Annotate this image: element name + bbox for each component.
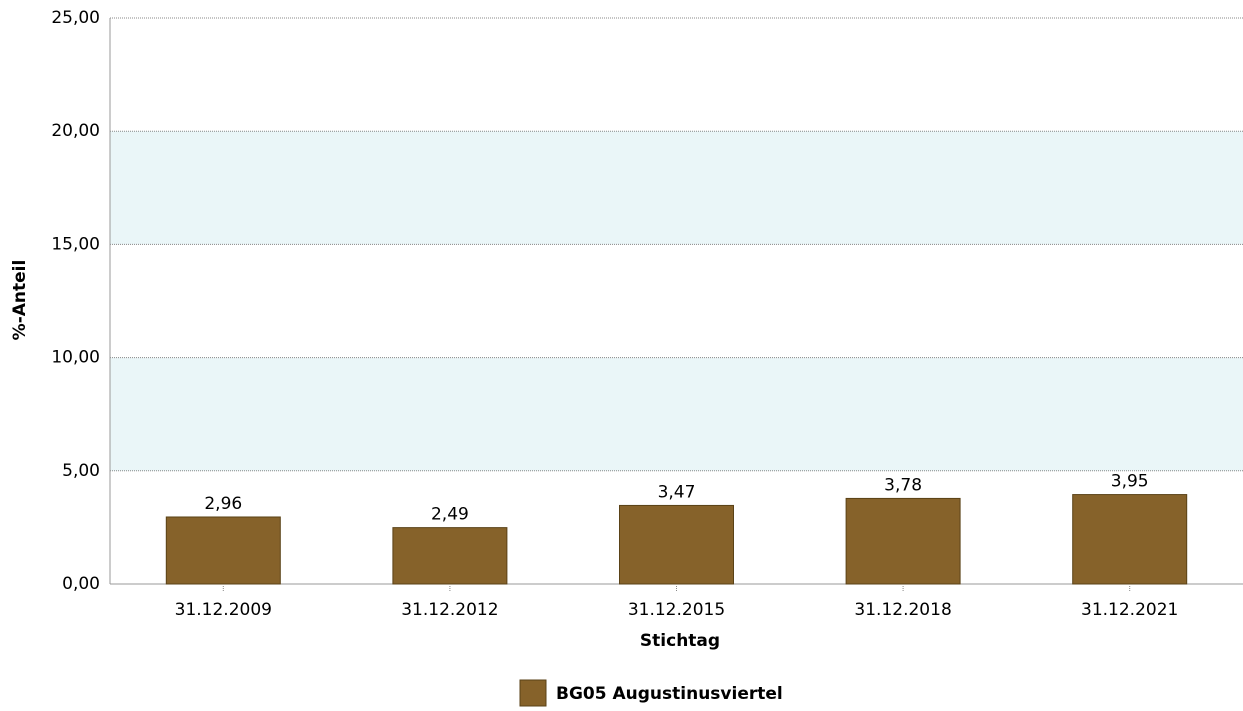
bar <box>845 497 961 585</box>
bar <box>1072 494 1188 585</box>
plot-band <box>110 357 1243 471</box>
y-tick-label: 20,00 <box>51 121 100 141</box>
y-tick-label: 10,00 <box>51 348 100 368</box>
y-tick-label: 5,00 <box>62 461 100 481</box>
x-tick-label: 31.12.2018 <box>854 600 951 620</box>
y-axis-title: %-Anteil <box>10 260 30 341</box>
y-tick-label: 0,00 <box>62 574 100 594</box>
bar <box>165 516 281 585</box>
bar <box>619 504 734 585</box>
x-tick-label: 31.12.2009 <box>175 600 272 620</box>
value-label: 3,47 <box>658 482 696 502</box>
legend-swatch <box>519 679 547 707</box>
legend-label: BG05 Augustinusviertel <box>556 684 783 704</box>
value-label: 2,49 <box>431 505 469 525</box>
y-tick-label: 25,00 <box>51 8 100 28</box>
x-tick-label: 31.12.2021 <box>1081 600 1178 620</box>
plot-band <box>110 131 1243 245</box>
x-tick-label: 31.12.2015 <box>628 600 725 620</box>
y-tick-label: 15,00 <box>51 234 100 254</box>
bar <box>392 527 508 585</box>
value-label: 2,96 <box>204 494 242 514</box>
x-tick-label: 31.12.2012 <box>401 600 498 620</box>
x-axis-title: Stichtag <box>640 631 720 651</box>
value-label: 3,95 <box>1111 472 1149 492</box>
value-label: 3,78 <box>884 475 922 495</box>
